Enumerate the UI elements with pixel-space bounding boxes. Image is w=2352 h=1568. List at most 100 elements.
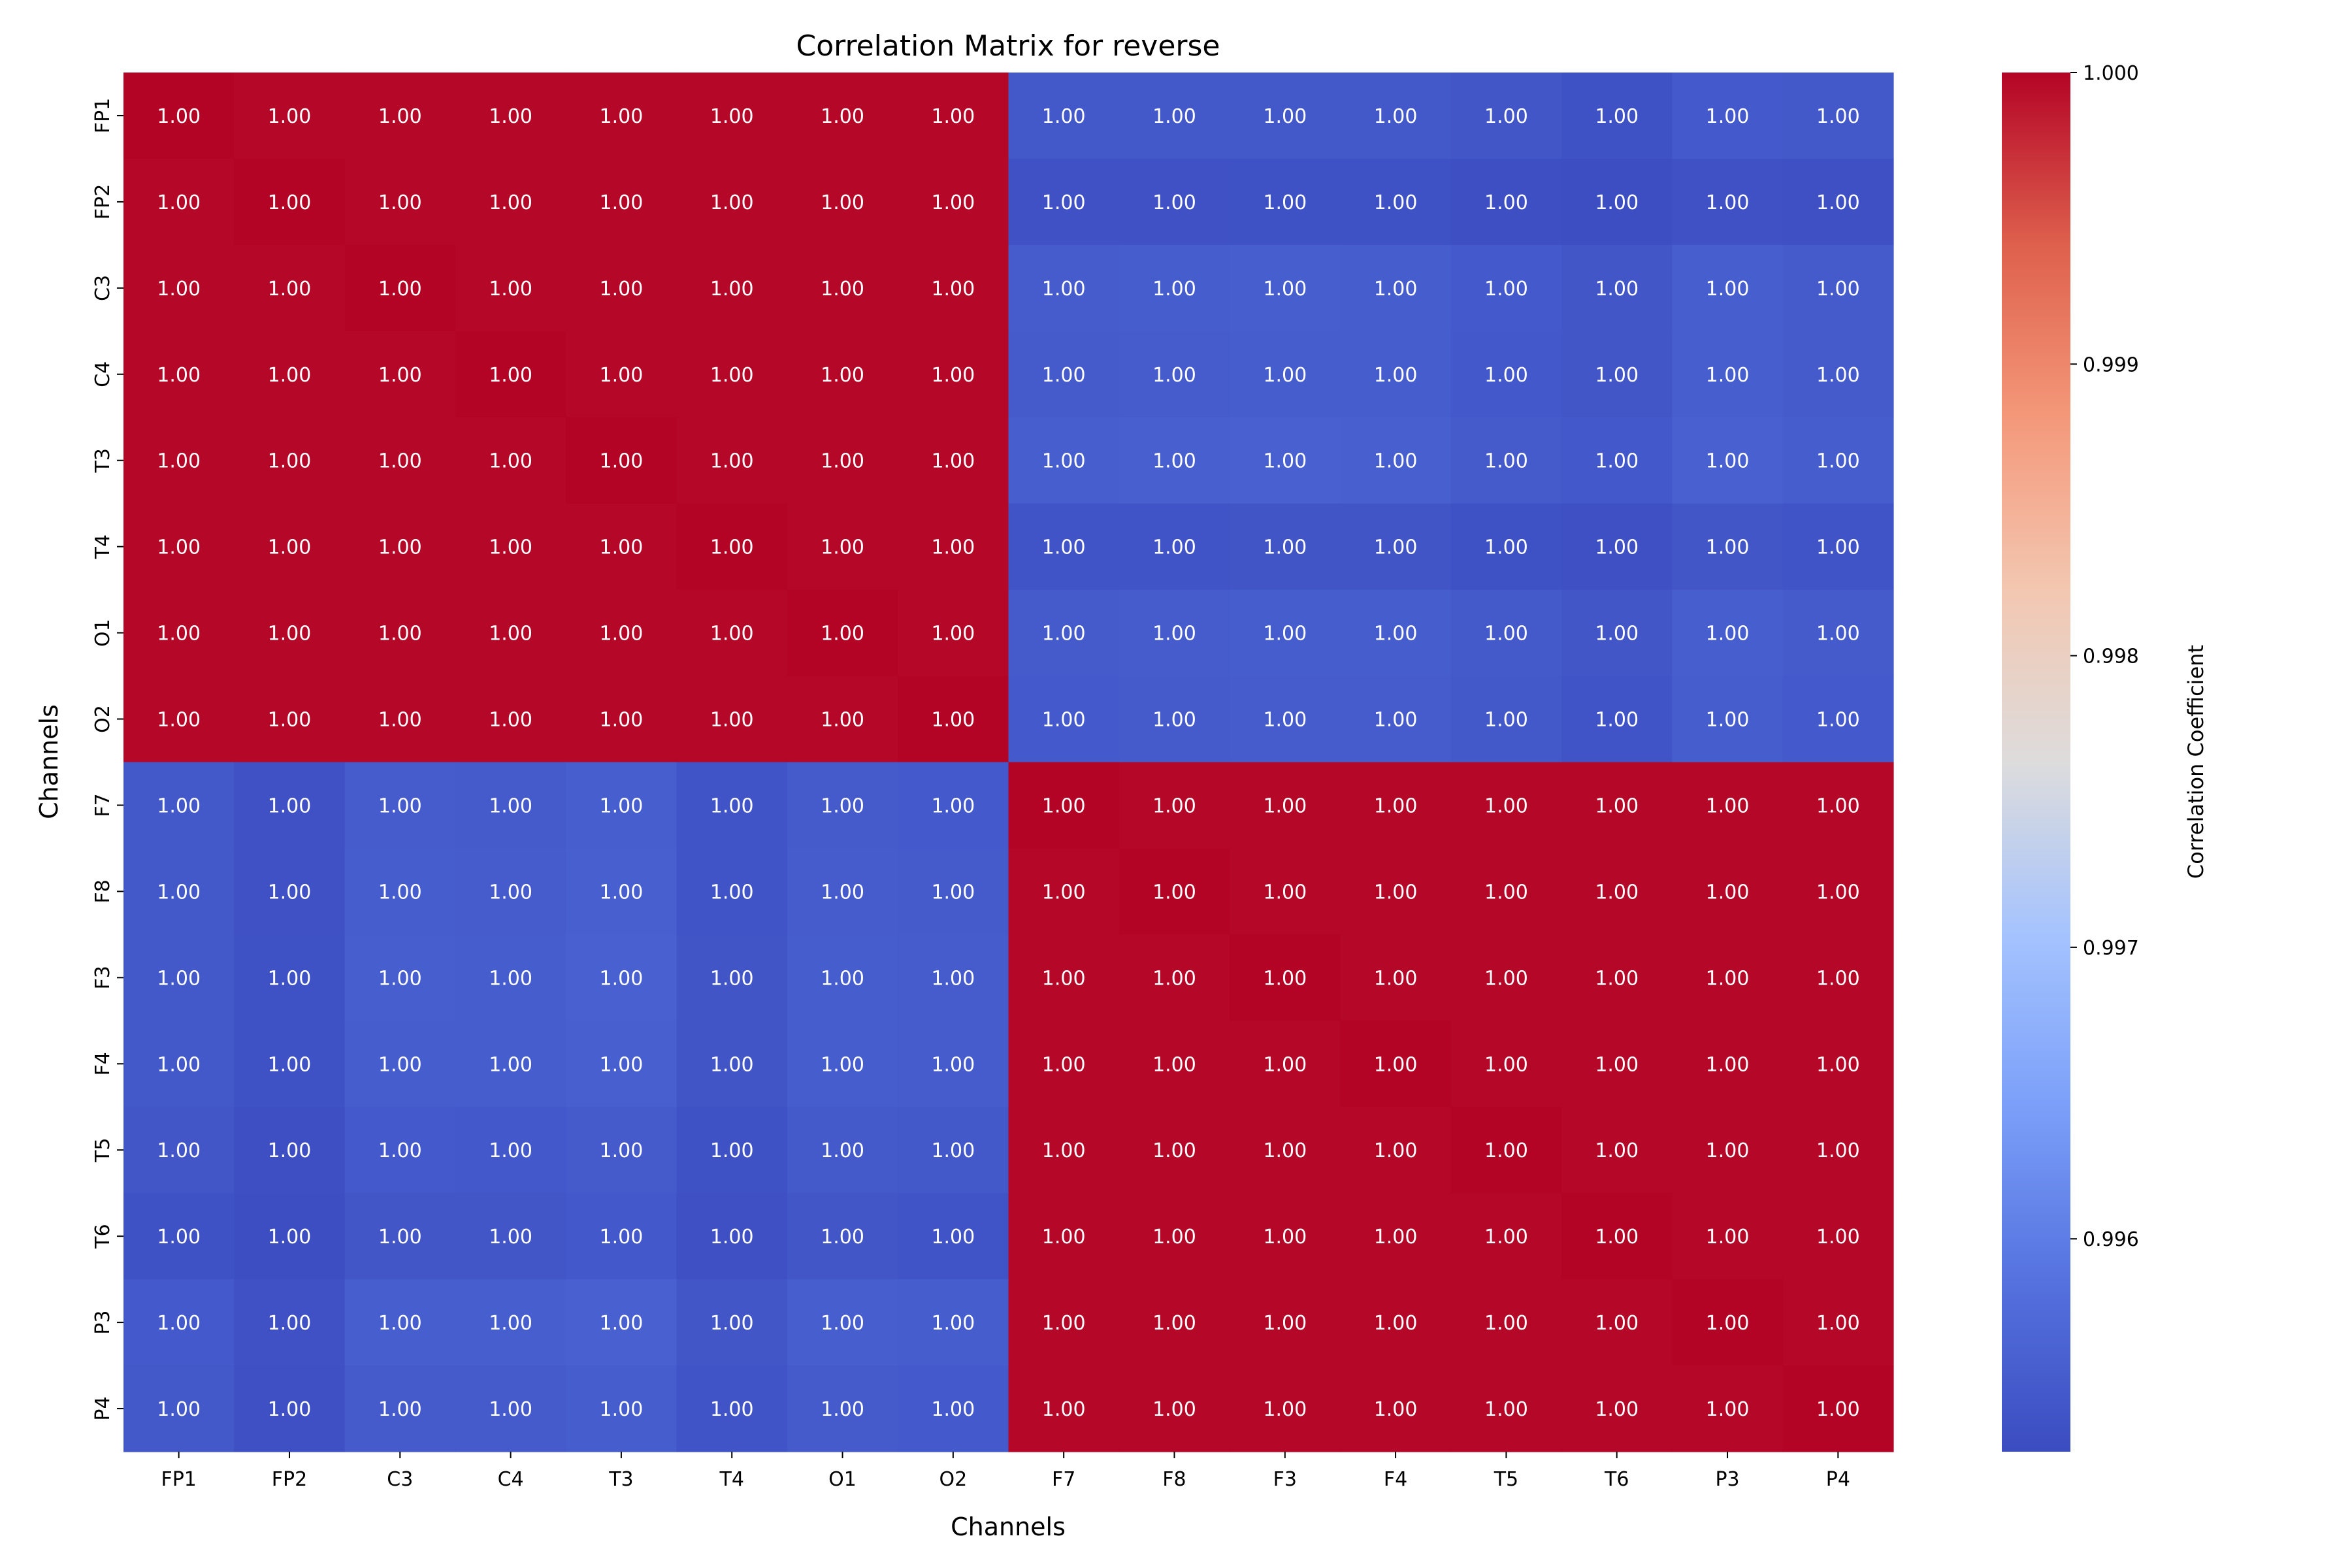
cell-P3-F3 xyxy=(1230,1279,1341,1366)
cell-annotation: 1.00 xyxy=(1374,1053,1418,1076)
cell-F3-P3 xyxy=(1672,934,1784,1021)
cell-T5-FP2 xyxy=(234,1107,346,1194)
cell-O1-F7 xyxy=(1008,589,1120,677)
cell-P3-T5 xyxy=(1450,1279,1562,1366)
cell-annotation: 1.00 xyxy=(1042,967,1086,990)
cell-annotation: 1.00 xyxy=(821,709,864,732)
cell-annotation: 1.00 xyxy=(1484,623,1528,645)
cell-F8-T5 xyxy=(1450,848,1562,935)
cell-annotation: 1.00 xyxy=(378,191,422,214)
cell-annotation: 1.00 xyxy=(1042,1053,1086,1076)
cell-C3-F4 xyxy=(1340,244,1452,332)
colorbar-ticks: 1.000 0.999 0.998 0.997 0.996 xyxy=(2070,62,2139,1251)
cell-annotation: 1.00 xyxy=(378,623,422,645)
cell-F8-O2 xyxy=(898,848,1009,935)
cell-annotation: 1.00 xyxy=(1484,1139,1528,1162)
colorbar-tick-label: 0.998 xyxy=(2083,645,2139,668)
cell-annotation: 1.00 xyxy=(1042,1226,1086,1249)
cell-annotation: 1.00 xyxy=(1374,881,1418,904)
y-tick-label: T3 xyxy=(91,448,114,473)
cell-annotation: 1.00 xyxy=(1152,105,1196,128)
cell-P4-F7 xyxy=(1008,1365,1120,1452)
cell-C4-FP1 xyxy=(123,331,235,418)
x-tick-label: T4 xyxy=(719,1468,744,1491)
cell-F7-P3 xyxy=(1672,762,1784,849)
cell-annotation: 1.00 xyxy=(1595,191,1639,214)
cell-F8-T6 xyxy=(1561,848,1673,935)
cell-annotation: 1.00 xyxy=(489,1053,532,1076)
cell-T3-O1 xyxy=(787,417,898,504)
cell-annotation: 1.00 xyxy=(157,967,201,990)
chart-title: Correlation Matrix for reverse xyxy=(796,29,1220,63)
cell-FP2-FP2 xyxy=(234,158,346,246)
cell-annotation: 1.00 xyxy=(1816,623,1860,645)
cell-annotation: 1.00 xyxy=(157,191,201,214)
cell-annotation: 1.00 xyxy=(931,794,975,817)
cell-annotation: 1.00 xyxy=(1484,536,1528,559)
cell-FP1-F7 xyxy=(1008,73,1120,159)
cell-annotation: 1.00 xyxy=(1484,794,1528,817)
cell-F3-T3 xyxy=(566,934,678,1021)
cell-annotation: 1.00 xyxy=(268,450,312,473)
colorbar-tick-label: 0.999 xyxy=(2083,353,2139,376)
cell-T5-T4 xyxy=(676,1107,788,1194)
cell-annotation: 1.00 xyxy=(268,881,312,904)
cell-annotation: 1.00 xyxy=(489,105,532,128)
colorbar xyxy=(2002,73,2070,1452)
cell-annotation: 1.00 xyxy=(1706,1139,1750,1162)
cell-annotation: 1.00 xyxy=(1042,1139,1086,1162)
cell-T4-FP1 xyxy=(123,503,235,591)
cell-F3-FP1 xyxy=(123,934,235,1021)
cell-F8-FP1 xyxy=(123,848,235,935)
cell-annotation: 1.00 xyxy=(1706,278,1750,301)
cell-P4-F4 xyxy=(1340,1365,1452,1452)
cell-FP1-F8 xyxy=(1119,73,1230,159)
cell-T4-O1 xyxy=(787,503,898,591)
cell-annotation: 1.00 xyxy=(378,1312,422,1335)
cell-F4-F3 xyxy=(1230,1021,1341,1107)
cell-annotation: 1.00 xyxy=(1152,1053,1196,1076)
cell-annotation: 1.00 xyxy=(1263,1139,1307,1162)
cell-C4-F3 xyxy=(1230,331,1341,418)
y-tick-label: F8 xyxy=(91,879,114,903)
cell-annotation: 1.00 xyxy=(1484,450,1528,473)
cell-T4-F8 xyxy=(1119,503,1230,591)
x-tick-label: C3 xyxy=(387,1468,413,1491)
cell-annotation: 1.00 xyxy=(1816,967,1860,990)
cell-T4-T4 xyxy=(676,503,788,591)
cell-annotation: 1.00 xyxy=(710,1312,754,1335)
cell-annotation: 1.00 xyxy=(1484,1312,1528,1335)
cell-O1-FP1 xyxy=(123,589,235,677)
cell-annotation: 1.00 xyxy=(821,105,864,128)
cell-annotation: 1.00 xyxy=(1042,709,1086,732)
x-tick-label: P3 xyxy=(1715,1468,1739,1491)
cell-F8-F4 xyxy=(1340,848,1452,935)
cell-annotation: 1.00 xyxy=(489,709,532,732)
cell-T5-F4 xyxy=(1340,1107,1452,1194)
cell-annotation: 1.00 xyxy=(378,1226,422,1249)
cell-annotation: 1.00 xyxy=(1484,278,1528,301)
cell-FP2-P3 xyxy=(1672,158,1784,246)
cell-annotation: 1.00 xyxy=(378,1053,422,1076)
cell-annotation: 1.00 xyxy=(489,1398,532,1421)
cell-annotation: 1.00 xyxy=(600,881,644,904)
cell-annotation: 1.00 xyxy=(600,105,644,128)
cell-annotation: 1.00 xyxy=(931,1053,975,1076)
y-tick-label: T4 xyxy=(91,534,114,559)
cell-annotation: 1.00 xyxy=(489,364,532,387)
cell-annotation: 1.00 xyxy=(268,191,312,214)
cell-annotation: 1.00 xyxy=(1816,794,1860,817)
cell-T6-P3 xyxy=(1672,1193,1784,1280)
cell-T6-T3 xyxy=(566,1193,678,1280)
cell-F7-T6 xyxy=(1561,762,1673,849)
cell-F4-F4 xyxy=(1340,1021,1452,1107)
cell-F3-P4 xyxy=(1782,934,1894,1021)
cell-T5-P4 xyxy=(1782,1107,1894,1194)
cell-annotation: 1.00 xyxy=(1706,1053,1750,1076)
cell-annotation: 1.00 xyxy=(1484,709,1528,732)
cell-annotation: 1.00 xyxy=(157,881,201,904)
cell-T3-C3 xyxy=(344,417,456,504)
cell-F8-F7 xyxy=(1008,848,1120,935)
cell-annotation: 1.00 xyxy=(1595,1053,1639,1076)
cell-FP2-FP1 xyxy=(123,158,235,246)
